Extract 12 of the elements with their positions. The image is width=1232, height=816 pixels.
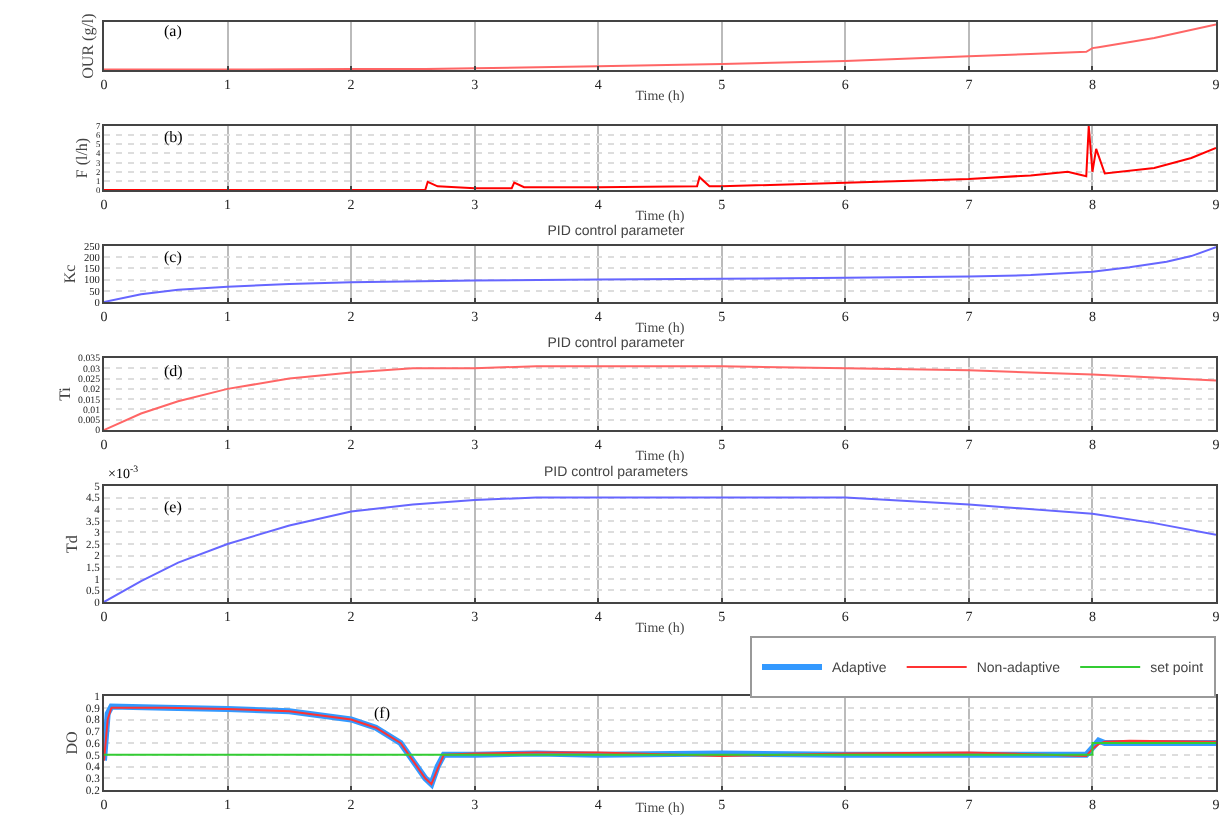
annotation: (e) (164, 498, 183, 516)
annotation: (f) (374, 704, 391, 722)
y-axis-title: DO (63, 731, 82, 755)
y-axis-title: Ti (55, 385, 74, 401)
annotation: (d) (164, 362, 184, 380)
annotation: (b) (164, 128, 184, 146)
y-axis-title: Kc (61, 263, 80, 284)
annotation: (c) (164, 248, 183, 266)
y-axis-title: OUR (g/l) (79, 12, 98, 79)
y-axis-title: F (l/h) (73, 137, 92, 179)
annotation: (a) (164, 22, 183, 40)
y-axis-title: Td (63, 535, 82, 553)
